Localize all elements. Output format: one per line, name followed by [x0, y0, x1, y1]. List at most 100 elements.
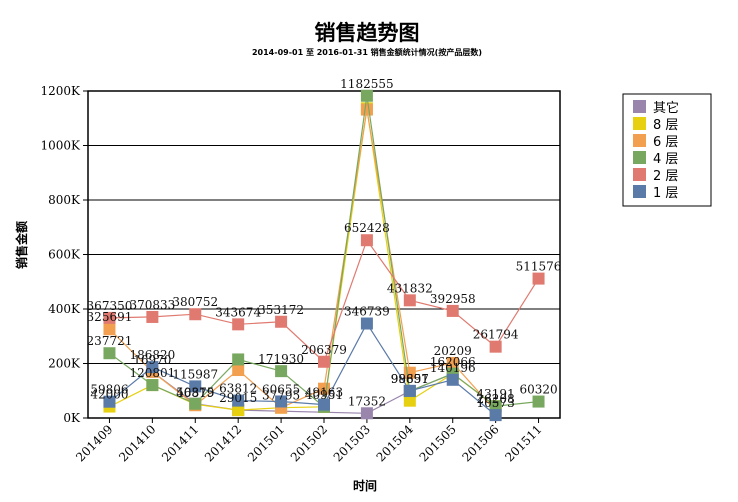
x-tick-label: 201409 [73, 422, 115, 464]
data-label: 162066 [430, 355, 476, 369]
x-tick-label: 201502 [288, 422, 330, 464]
data-label: 40951 [305, 388, 343, 402]
y-tick-label: 1200K [40, 84, 81, 98]
data-point [103, 347, 116, 360]
data-point [403, 394, 416, 407]
legend-entry: 8 层 [653, 118, 678, 133]
data-point [103, 311, 116, 324]
data-point [103, 323, 116, 336]
data-label: 1182555 [340, 77, 393, 91]
data-label: 343674 [215, 305, 261, 319]
legend-swatch [633, 185, 646, 198]
data-label: 42000 [90, 388, 128, 402]
data-label: 171930 [258, 352, 304, 366]
data-point [318, 398, 330, 411]
data-label: 431832 [387, 281, 433, 295]
data-point [189, 380, 202, 393]
data-point [532, 272, 545, 285]
data-point [146, 310, 159, 323]
data-point [275, 315, 288, 328]
data-point [232, 318, 245, 331]
data-point [360, 89, 373, 102]
data-label: 140196 [430, 361, 476, 375]
y-tick-label: 1000K [40, 139, 81, 153]
series-line [109, 109, 497, 412]
data-point [232, 394, 245, 407]
x-tick-label: 201505 [417, 422, 459, 464]
y-tick-label: 0K [63, 411, 81, 425]
y-tick-label: 200K [48, 357, 81, 371]
data-point [318, 355, 330, 368]
data-label: 16970 [133, 353, 171, 367]
legend-swatch [633, 100, 646, 113]
y-tick-label: 800K [48, 193, 81, 207]
legend-entry: 1 层 [653, 186, 678, 201]
legend-swatch [633, 168, 646, 181]
data-label: 17352 [348, 394, 386, 408]
data-point [146, 361, 159, 374]
data-label: 29015 [219, 391, 257, 405]
x-tick-label: 201511 [502, 422, 544, 464]
data-point [189, 308, 202, 321]
data-point [446, 304, 459, 317]
data-point [275, 395, 288, 408]
y-tick-label: 600K [48, 248, 81, 262]
data-label: 325691 [87, 310, 133, 324]
data-label: 26208 [477, 392, 515, 406]
data-point [403, 384, 416, 397]
data-label: 353172 [258, 303, 304, 317]
legend-swatch [633, 151, 646, 164]
legend-entry: 6 层 [653, 135, 678, 150]
data-label: 10573 [477, 396, 515, 410]
data-label: 60320 [519, 383, 557, 397]
data-label: 367350 [87, 299, 133, 313]
data-label: 380752 [172, 295, 218, 309]
data-point [189, 397, 202, 410]
data-label: 49163 [305, 386, 343, 400]
y-axis-label: 销售金额 [14, 221, 29, 269]
data-point [489, 409, 502, 422]
data-label: 59806 [90, 383, 128, 397]
data-point [146, 379, 159, 392]
y-tick-label: 400K [48, 302, 81, 316]
data-label: 261794 [473, 328, 519, 342]
legend-entry: 4 层 [653, 152, 678, 167]
data-label: 652428 [344, 221, 390, 235]
legend: 其它 8 层 6 层 4 层 2 层 1 层 [622, 93, 712, 207]
data-label: 63812 [219, 382, 257, 396]
data-label: 20209 [434, 344, 472, 358]
data-point [489, 340, 502, 353]
data-label: 99697 [391, 372, 429, 386]
data-point [532, 395, 545, 408]
data-point [403, 294, 416, 307]
data-label: 346739 [344, 305, 390, 319]
data-point [446, 373, 459, 386]
data-point [275, 365, 288, 378]
x-tick-label: 201411 [159, 422, 201, 464]
data-point [360, 103, 373, 116]
data-point [232, 364, 245, 377]
data-point [360, 317, 373, 330]
data-label: 370833 [129, 298, 175, 312]
x-tick-label: 201506 [459, 422, 501, 464]
legend-swatch [633, 117, 646, 130]
data-label: 43191 [477, 387, 515, 401]
data-label: 392958 [430, 292, 476, 306]
x-tick-label: 201412 [202, 422, 244, 464]
chart-subtitle: 2014-09-01 至 2016-01-31 销售金额统计情况(按产品层数) [252, 47, 482, 57]
legend-entry: 2 层 [653, 169, 678, 184]
data-label: 115987 [172, 367, 218, 381]
x-tick-label: 201410 [116, 422, 158, 464]
data-point [232, 353, 245, 366]
x-axis-label: 时间 [353, 478, 377, 493]
data-label: 511576 [516, 260, 562, 274]
legend-swatch [633, 134, 646, 147]
data-point [360, 234, 373, 247]
data-label: 186820 [129, 348, 175, 362]
data-label: 237721 [87, 334, 133, 348]
data-label: 60655 [262, 382, 300, 396]
chart-title: 销售趋势图 [315, 21, 420, 45]
x-tick-label: 201503 [331, 422, 373, 464]
data-point [232, 404, 245, 417]
